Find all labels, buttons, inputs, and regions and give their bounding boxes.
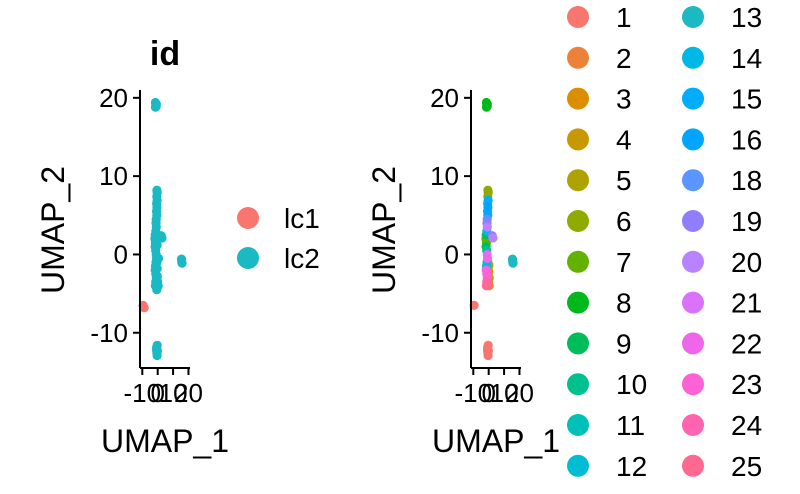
legend-label: 10 bbox=[616, 369, 647, 400]
legend-key bbox=[682, 6, 704, 28]
data-point bbox=[483, 254, 492, 263]
legend-label: 18 bbox=[731, 165, 762, 196]
legend-label: 21 bbox=[731, 288, 762, 319]
legend-label: 7 bbox=[616, 247, 632, 278]
data-point bbox=[483, 222, 492, 231]
y-ticks: -10 0 10 20 bbox=[90, 83, 140, 348]
legend-key bbox=[567, 88, 589, 110]
legend-label: lc2 bbox=[284, 243, 320, 274]
x-tick-label: 20 bbox=[174, 378, 203, 408]
legend-key bbox=[682, 292, 704, 314]
y-tick-label: 20 bbox=[99, 83, 128, 113]
data-point bbox=[154, 254, 163, 263]
legend-label: 3 bbox=[616, 84, 632, 115]
legend-key bbox=[567, 373, 589, 395]
y-tick-label: 10 bbox=[430, 161, 459, 191]
legend-key bbox=[682, 414, 704, 436]
legend-key bbox=[567, 455, 589, 477]
legend-key bbox=[567, 6, 589, 28]
data-point bbox=[484, 351, 493, 360]
legend-label: lc1 bbox=[284, 203, 320, 234]
points-group bbox=[139, 98, 187, 360]
legend-label: 5 bbox=[616, 165, 632, 196]
legend-label: 20 bbox=[731, 247, 762, 278]
data-point bbox=[482, 103, 491, 112]
legend-key bbox=[682, 332, 704, 354]
y-tick-label: 20 bbox=[430, 83, 459, 113]
legend-key bbox=[682, 169, 704, 191]
data-point bbox=[151, 103, 160, 112]
data-point bbox=[155, 232, 164, 241]
data-point bbox=[154, 281, 163, 290]
data-point bbox=[482, 281, 491, 290]
y-tick-label: 0 bbox=[114, 239, 128, 269]
legend-key bbox=[682, 210, 704, 232]
y-axis-label: UMAP_2 bbox=[366, 166, 402, 294]
legend-key bbox=[567, 47, 589, 69]
legend-label: 23 bbox=[731, 369, 762, 400]
legend-key bbox=[567, 332, 589, 354]
legend-label: 9 bbox=[616, 328, 632, 359]
legend-key bbox=[237, 247, 259, 269]
y-tick-label: -10 bbox=[421, 318, 459, 348]
legend-label: 2 bbox=[616, 43, 632, 74]
legend-key bbox=[567, 169, 589, 191]
legend-label: 1 bbox=[616, 2, 632, 33]
data-point bbox=[153, 264, 162, 273]
legend-label: 8 bbox=[616, 288, 632, 319]
data-point bbox=[488, 233, 497, 242]
y-tick-label: 10 bbox=[99, 161, 128, 191]
legend-key bbox=[682, 455, 704, 477]
data-point bbox=[153, 351, 162, 360]
plot-title: id bbox=[150, 35, 180, 73]
points-group bbox=[470, 98, 518, 360]
y-tick-label: -10 bbox=[90, 318, 128, 348]
legend-label: 4 bbox=[616, 124, 632, 155]
legend-label: 22 bbox=[731, 328, 762, 359]
legend-label: 25 bbox=[731, 451, 762, 482]
x-axis-label: UMAP_1 bbox=[101, 423, 229, 459]
legend-label: 12 bbox=[616, 451, 647, 482]
legend-label: 14 bbox=[731, 43, 762, 74]
data-point bbox=[508, 257, 517, 266]
legend-key bbox=[682, 373, 704, 395]
legend-key bbox=[567, 292, 589, 314]
y-ticks: -10 0 10 20 bbox=[421, 83, 471, 348]
legend-label: 16 bbox=[731, 124, 762, 155]
legend-label: 19 bbox=[731, 206, 762, 237]
legend-key bbox=[682, 88, 704, 110]
legend-key bbox=[567, 128, 589, 150]
legend-label: 15 bbox=[731, 84, 762, 115]
legend-label: 13 bbox=[731, 2, 762, 33]
legend-key bbox=[567, 251, 589, 273]
legend-key bbox=[237, 207, 259, 229]
x-axis-label: UMAP_1 bbox=[432, 423, 560, 459]
legend-label: 6 bbox=[616, 206, 632, 237]
legend-label: 24 bbox=[731, 410, 762, 441]
data-point bbox=[177, 257, 186, 266]
legend-key bbox=[682, 128, 704, 150]
x-tick-label: 20 bbox=[505, 378, 534, 408]
legend-key bbox=[567, 414, 589, 436]
y-axis-label: UMAP_2 bbox=[35, 166, 71, 294]
y-tick-label: 0 bbox=[445, 239, 459, 269]
legend-key bbox=[682, 47, 704, 69]
legend-key bbox=[682, 251, 704, 273]
legend-key bbox=[567, 210, 589, 232]
legend-label: 11 bbox=[616, 410, 645, 441]
